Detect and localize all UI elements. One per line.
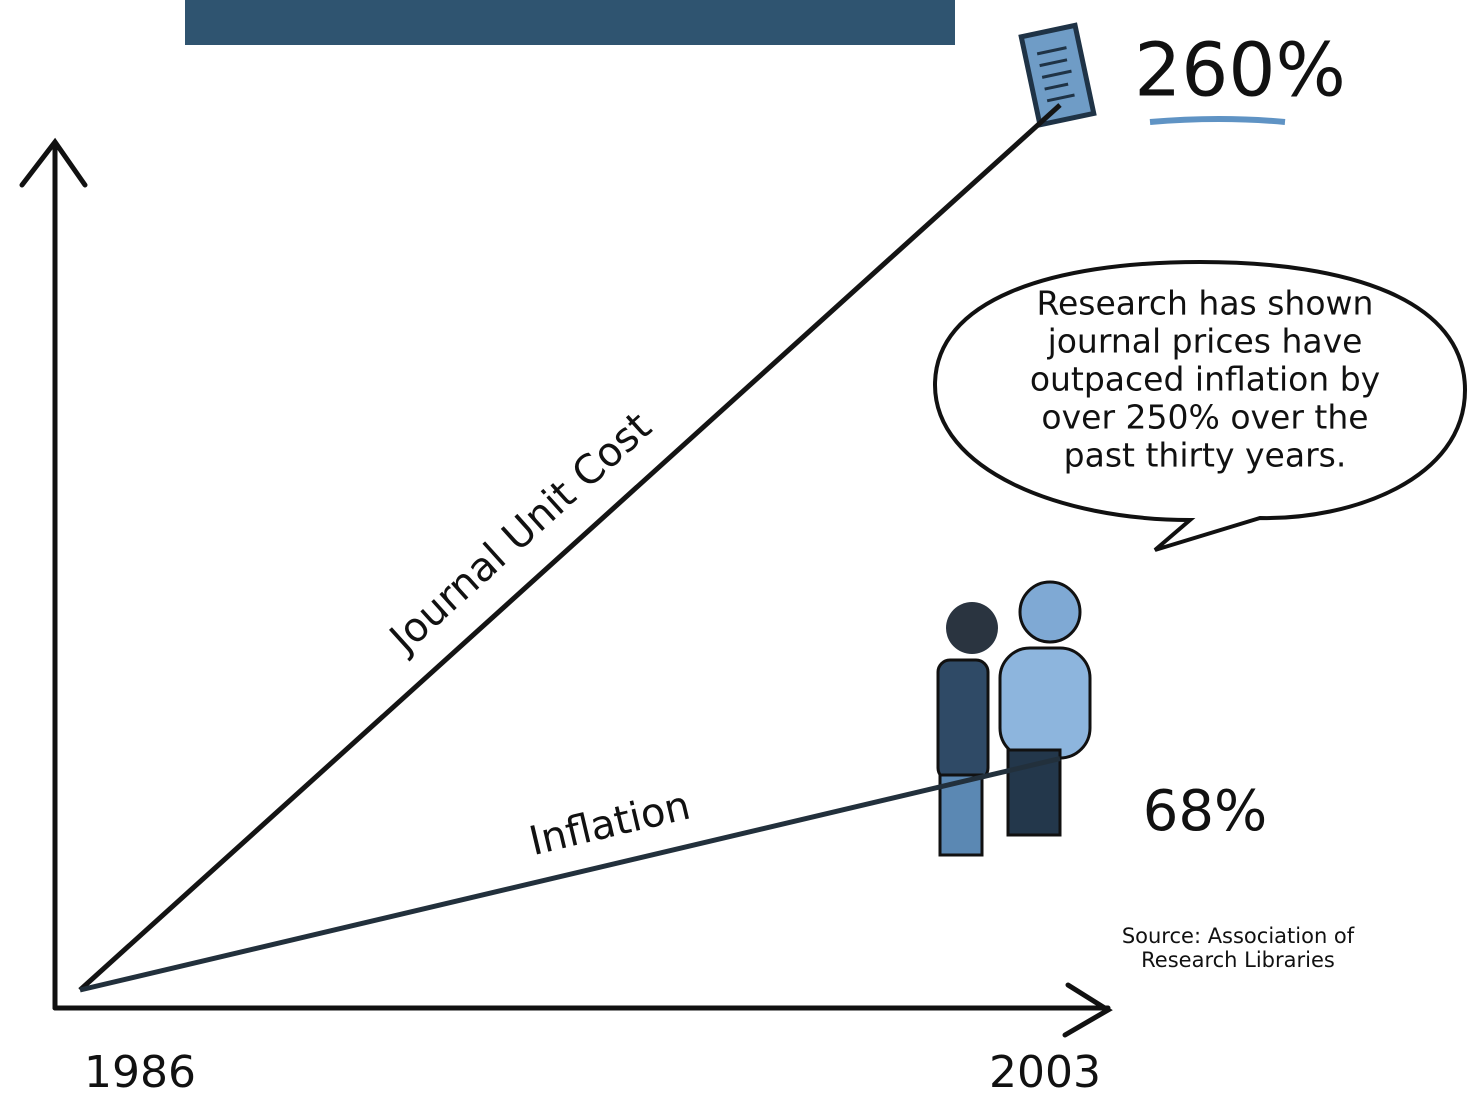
annotation-line: over 250% over the — [1041, 398, 1368, 437]
y-axis — [19, 137, 88, 1011]
value-label: 260% — [1134, 28, 1346, 114]
series-line — [78, 103, 1062, 992]
annotation-line: outpaced inflation by — [1030, 360, 1380, 399]
annotation-line: Research has shown — [1037, 284, 1374, 323]
series-line — [79, 756, 1061, 993]
x-tick-label: 2003 — [989, 1047, 1101, 1098]
banner — [185, 0, 955, 45]
annotation-line: past thirty years. — [1064, 436, 1347, 475]
x-tick-label: 1986 — [84, 1047, 196, 1098]
source-line: Research Libraries — [1141, 948, 1335, 972]
document-icon — [1018, 22, 1097, 128]
annotation-line: journal prices have — [1047, 322, 1363, 361]
people — [936, 580, 1092, 857]
series-name: Journal Unit Cost — [379, 404, 660, 664]
value-label: 68% — [1143, 779, 1267, 844]
underline — [1149, 116, 1286, 125]
source-line: Source: Association of — [1122, 924, 1355, 948]
speech-bubble — [932, 259, 1468, 552]
x-axis — [52, 982, 1113, 1038]
